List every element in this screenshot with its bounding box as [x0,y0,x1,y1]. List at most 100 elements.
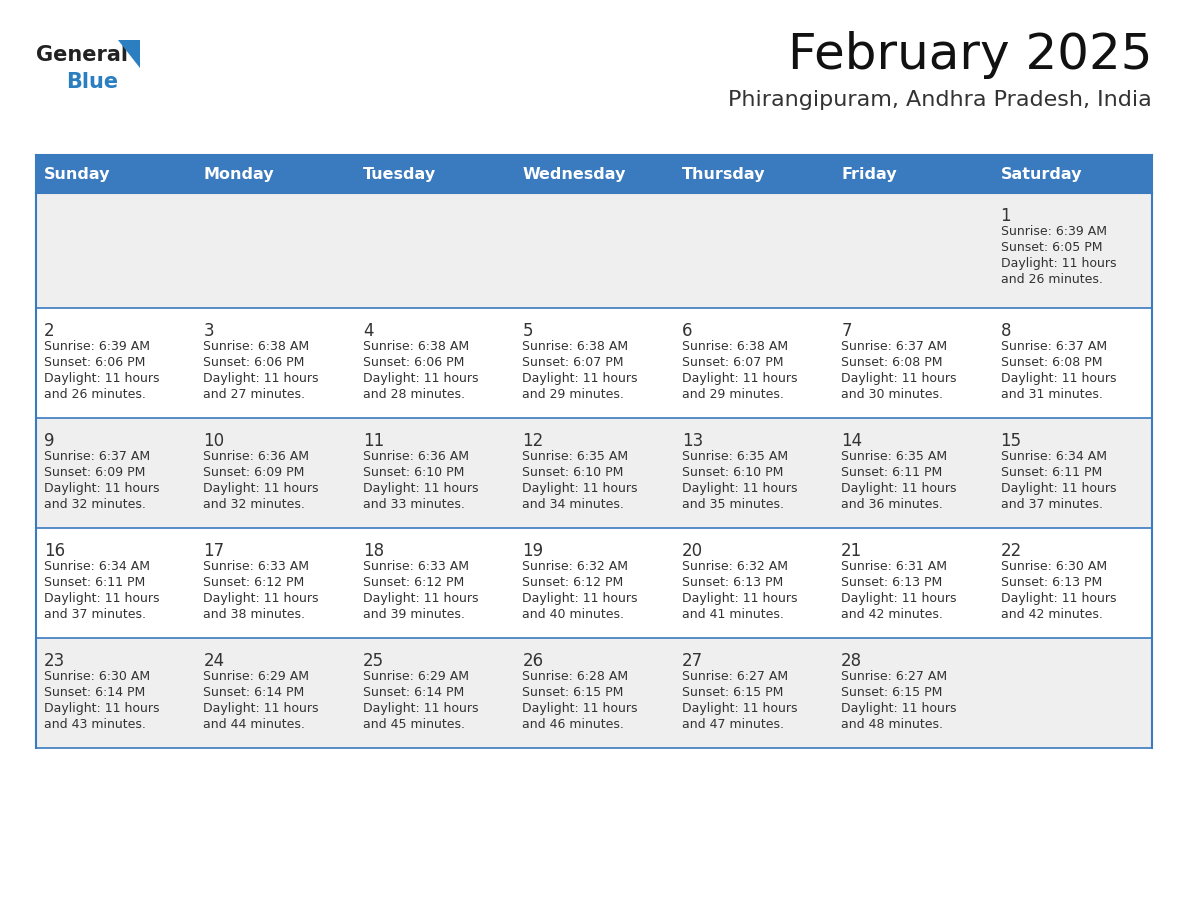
Text: 22: 22 [1000,542,1022,560]
Text: and 28 minutes.: and 28 minutes. [362,388,465,401]
Text: Thursday: Thursday [682,166,765,182]
Text: Sunrise: 6:27 AM: Sunrise: 6:27 AM [682,670,788,683]
Text: Sunrise: 6:39 AM: Sunrise: 6:39 AM [44,340,150,353]
Text: and 40 minutes.: and 40 minutes. [523,608,624,621]
Bar [833,155,992,193]
Text: and 37 minutes.: and 37 minutes. [44,608,146,621]
Text: 2: 2 [44,322,55,340]
Text: Sunrise: 6:35 AM: Sunrise: 6:35 AM [523,450,628,463]
Text: Sunrise: 6:37 AM: Sunrise: 6:37 AM [1000,340,1107,353]
Text: Sunrise: 6:39 AM: Sunrise: 6:39 AM [1000,225,1106,238]
Text: Sunrise: 6:38 AM: Sunrise: 6:38 AM [523,340,628,353]
Text: Sunrise: 6:33 AM: Sunrise: 6:33 AM [362,560,469,573]
Text: Sunset: 6:13 PM: Sunset: 6:13 PM [1000,576,1101,589]
Text: 6: 6 [682,322,693,340]
Text: Sunset: 6:12 PM: Sunset: 6:12 PM [362,576,465,589]
Text: Phirangipuram, Andhra Pradesh, India: Phirangipuram, Andhra Pradesh, India [728,90,1152,110]
Text: Sunrise: 6:38 AM: Sunrise: 6:38 AM [362,340,469,353]
Text: Daylight: 11 hours: Daylight: 11 hours [841,702,956,715]
Text: 8: 8 [1000,322,1011,340]
Text: Daylight: 11 hours: Daylight: 11 hours [523,372,638,385]
Text: Daylight: 11 hours: Daylight: 11 hours [362,592,479,605]
Text: Daylight: 11 hours: Daylight: 11 hours [44,592,159,605]
Text: and 34 minutes.: and 34 minutes. [523,498,624,511]
Text: 11: 11 [362,432,384,450]
Bar [514,155,674,193]
Text: Sunrise: 6:35 AM: Sunrise: 6:35 AM [841,450,947,463]
Bar [36,155,196,193]
Bar [355,155,514,193]
Text: 15: 15 [1000,432,1022,450]
Text: Sunrise: 6:27 AM: Sunrise: 6:27 AM [841,670,947,683]
Text: Sunrise: 6:37 AM: Sunrise: 6:37 AM [44,450,150,463]
Text: Sunrise: 6:32 AM: Sunrise: 6:32 AM [523,560,628,573]
Text: Sunrise: 6:29 AM: Sunrise: 6:29 AM [362,670,469,683]
Text: 27: 27 [682,652,703,670]
Text: Sunset: 6:07 PM: Sunset: 6:07 PM [523,356,624,369]
Text: and 39 minutes.: and 39 minutes. [362,608,465,621]
Text: 18: 18 [362,542,384,560]
Text: Daylight: 11 hours: Daylight: 11 hours [362,482,479,495]
Text: 17: 17 [203,542,225,560]
Text: 3: 3 [203,322,214,340]
Text: Blue: Blue [67,72,118,92]
Text: and 27 minutes.: and 27 minutes. [203,388,305,401]
Polygon shape [118,40,140,68]
Text: Daylight: 11 hours: Daylight: 11 hours [682,592,797,605]
Text: Sunset: 6:11 PM: Sunset: 6:11 PM [44,576,145,589]
Bar [36,418,1152,528]
Text: Sunset: 6:12 PM: Sunset: 6:12 PM [203,576,304,589]
Text: Daylight: 11 hours: Daylight: 11 hours [362,702,479,715]
Text: Daylight: 11 hours: Daylight: 11 hours [841,372,956,385]
Text: Sunset: 6:09 PM: Sunset: 6:09 PM [44,466,145,479]
Text: 7: 7 [841,322,852,340]
Text: Daylight: 11 hours: Daylight: 11 hours [523,702,638,715]
Text: Sunset: 6:10 PM: Sunset: 6:10 PM [362,466,465,479]
Text: and 41 minutes.: and 41 minutes. [682,608,784,621]
Text: Sunrise: 6:34 AM: Sunrise: 6:34 AM [44,560,150,573]
Text: and 48 minutes.: and 48 minutes. [841,718,943,731]
Text: Sunrise: 6:32 AM: Sunrise: 6:32 AM [682,560,788,573]
Text: Sunday: Sunday [44,166,110,182]
Text: and 26 minutes.: and 26 minutes. [44,388,146,401]
Text: Wednesday: Wednesday [523,166,626,182]
Text: Sunrise: 6:28 AM: Sunrise: 6:28 AM [523,670,628,683]
Text: 23: 23 [44,652,65,670]
Text: and 26 minutes.: and 26 minutes. [1000,273,1102,286]
Text: Sunrise: 6:34 AM: Sunrise: 6:34 AM [1000,450,1106,463]
Text: Sunset: 6:14 PM: Sunset: 6:14 PM [362,686,465,699]
Text: Sunrise: 6:38 AM: Sunrise: 6:38 AM [682,340,788,353]
Text: Sunset: 6:12 PM: Sunset: 6:12 PM [523,576,624,589]
Bar [992,155,1152,193]
Text: Sunset: 6:14 PM: Sunset: 6:14 PM [203,686,304,699]
Text: Sunset: 6:05 PM: Sunset: 6:05 PM [1000,241,1102,254]
Text: and 47 minutes.: and 47 minutes. [682,718,784,731]
Bar [196,155,355,193]
Text: Sunset: 6:06 PM: Sunset: 6:06 PM [203,356,305,369]
Text: Sunset: 6:11 PM: Sunset: 6:11 PM [841,466,942,479]
Text: and 30 minutes.: and 30 minutes. [841,388,943,401]
Text: Sunset: 6:10 PM: Sunset: 6:10 PM [682,466,783,479]
Text: Daylight: 11 hours: Daylight: 11 hours [523,482,638,495]
Text: Sunrise: 6:35 AM: Sunrise: 6:35 AM [682,450,788,463]
Text: and 36 minutes.: and 36 minutes. [841,498,943,511]
Text: and 33 minutes.: and 33 minutes. [362,498,465,511]
Text: Sunrise: 6:36 AM: Sunrise: 6:36 AM [203,450,309,463]
Text: Sunrise: 6:37 AM: Sunrise: 6:37 AM [841,340,947,353]
Text: Daylight: 11 hours: Daylight: 11 hours [841,592,956,605]
Text: Sunset: 6:13 PM: Sunset: 6:13 PM [682,576,783,589]
Text: Daylight: 11 hours: Daylight: 11 hours [841,482,956,495]
Text: Sunset: 6:06 PM: Sunset: 6:06 PM [362,356,465,369]
Text: and 37 minutes.: and 37 minutes. [1000,498,1102,511]
Text: 24: 24 [203,652,225,670]
Text: Sunset: 6:10 PM: Sunset: 6:10 PM [523,466,624,479]
Bar [36,638,1152,748]
Text: Sunset: 6:14 PM: Sunset: 6:14 PM [44,686,145,699]
Text: 10: 10 [203,432,225,450]
Text: 1: 1 [1000,207,1011,225]
Text: Sunset: 6:11 PM: Sunset: 6:11 PM [1000,466,1101,479]
Text: Daylight: 11 hours: Daylight: 11 hours [523,592,638,605]
Text: 28: 28 [841,652,862,670]
Text: Daylight: 11 hours: Daylight: 11 hours [203,482,318,495]
Text: Sunset: 6:08 PM: Sunset: 6:08 PM [1000,356,1102,369]
